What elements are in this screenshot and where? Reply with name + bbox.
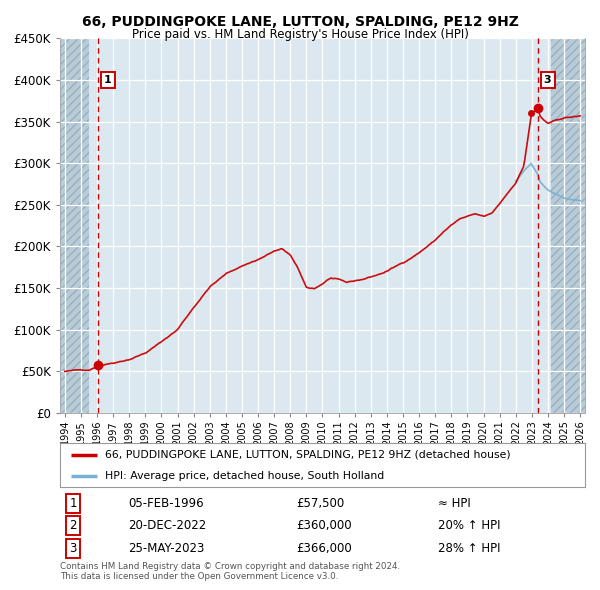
Text: 28% ↑ HPI: 28% ↑ HPI [438,542,500,555]
Text: 20-DEC-2022: 20-DEC-2022 [128,519,206,532]
Text: 20% ↑ HPI: 20% ↑ HPI [438,519,500,532]
Text: £366,000: £366,000 [296,542,352,555]
Text: HPI: Average price, detached house, South Holland: HPI: Average price, detached house, Sout… [104,471,384,481]
Text: 1: 1 [70,497,77,510]
Text: 66, PUDDINGPOKE LANE, LUTTON, SPALDING, PE12 9HZ: 66, PUDDINGPOKE LANE, LUTTON, SPALDING, … [82,15,518,29]
Text: Contains HM Land Registry data © Crown copyright and database right 2024.: Contains HM Land Registry data © Crown c… [60,562,400,571]
Text: 05-FEB-1996: 05-FEB-1996 [128,497,204,510]
Text: 3: 3 [70,542,77,555]
Text: £360,000: £360,000 [296,519,352,532]
Text: Price paid vs. HM Land Registry's House Price Index (HPI): Price paid vs. HM Land Registry's House … [131,28,469,41]
Text: 66, PUDDINGPOKE LANE, LUTTON, SPALDING, PE12 9HZ (detached house): 66, PUDDINGPOKE LANE, LUTTON, SPALDING, … [104,450,510,460]
Text: 25-MAY-2023: 25-MAY-2023 [128,542,205,555]
Text: 1: 1 [104,75,112,85]
Text: ≈ HPI: ≈ HPI [438,497,471,510]
Text: This data is licensed under the Open Government Licence v3.0.: This data is licensed under the Open Gov… [60,572,338,581]
Text: 2: 2 [70,519,77,532]
Bar [60,38,89,413]
Text: £57,500: £57,500 [296,497,344,510]
Bar [551,38,585,413]
Text: 3: 3 [544,75,551,85]
